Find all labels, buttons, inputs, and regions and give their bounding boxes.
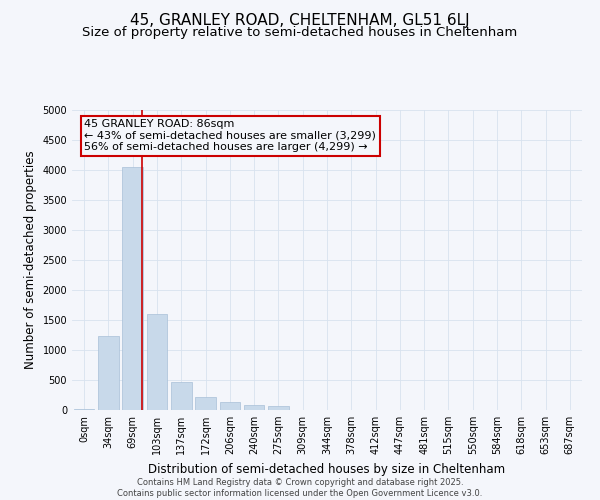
- Bar: [146, 314, 167, 410]
- Bar: [171, 382, 191, 410]
- Text: Contains HM Land Registry data © Crown copyright and database right 2025.
Contai: Contains HM Land Registry data © Crown c…: [118, 478, 482, 498]
- Bar: [122, 167, 143, 410]
- Text: 45, GRANLEY ROAD, CHELTENHAM, GL51 6LJ: 45, GRANLEY ROAD, CHELTENHAM, GL51 6LJ: [130, 12, 470, 28]
- Text: Size of property relative to semi-detached houses in Cheltenham: Size of property relative to semi-detach…: [82, 26, 518, 39]
- Bar: [195, 398, 216, 410]
- Bar: [220, 402, 240, 410]
- Y-axis label: Number of semi-detached properties: Number of semi-detached properties: [24, 150, 37, 370]
- Text: 45 GRANLEY ROAD: 86sqm
← 43% of semi-detached houses are smaller (3,299)
56% of : 45 GRANLEY ROAD: 86sqm ← 43% of semi-det…: [85, 119, 376, 152]
- Bar: [98, 336, 119, 410]
- Bar: [244, 404, 265, 410]
- X-axis label: Distribution of semi-detached houses by size in Cheltenham: Distribution of semi-detached houses by …: [148, 462, 506, 475]
- Bar: [268, 406, 289, 410]
